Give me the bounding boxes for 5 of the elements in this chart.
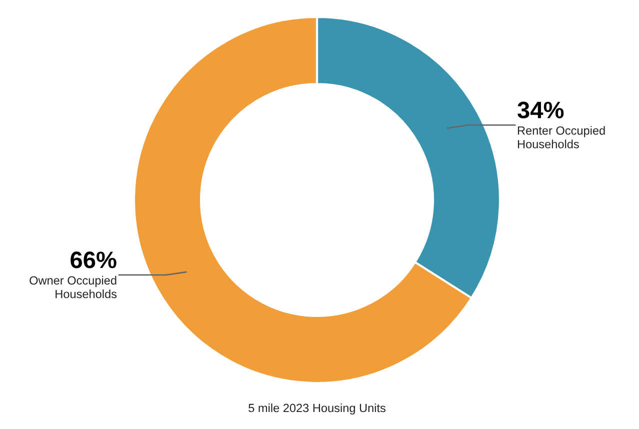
data-label: 34% [518,102,564,118]
slice-label: Renter Occupied Households [518,126,605,148]
data-label: 66% [70,252,116,268]
slice-label: Owner Occupied Households [30,276,117,298]
text: 5 mile 2023 Housing Units [248,403,386,415]
